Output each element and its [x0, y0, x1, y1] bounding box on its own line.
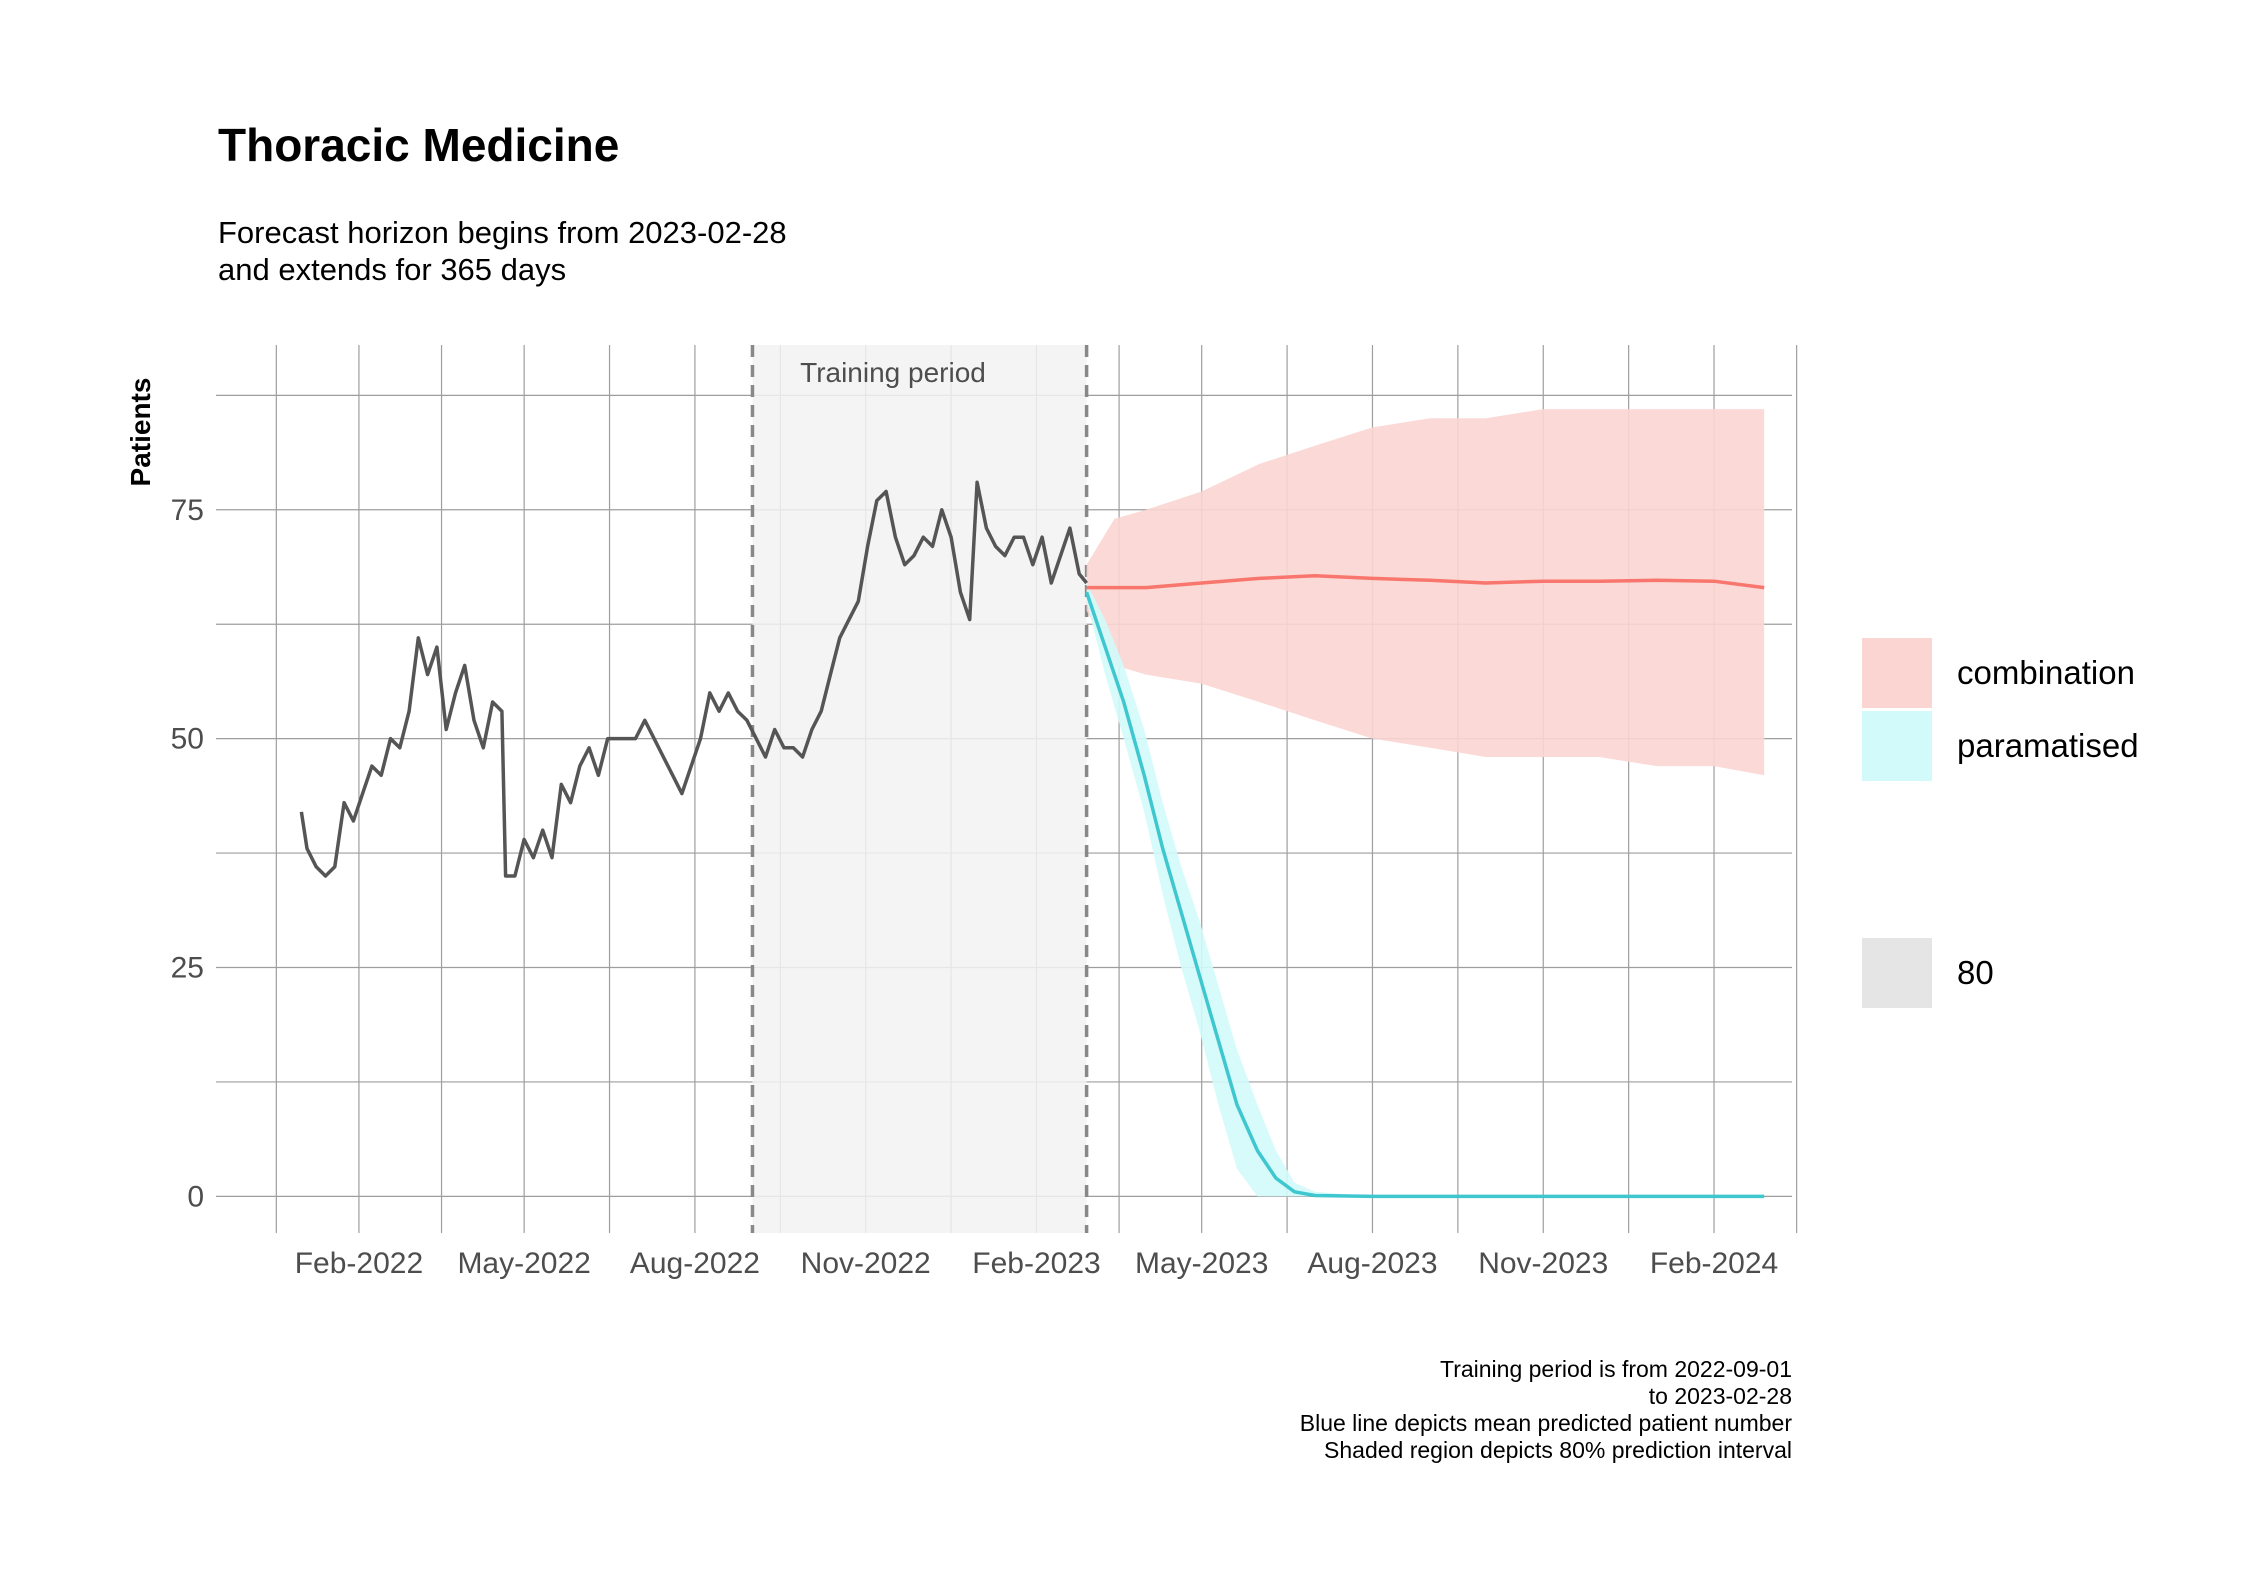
- mean-line-combination: [1086, 573, 1765, 590]
- legend-swatch: [1862, 938, 1932, 1008]
- x-tick-label: Feb-2024: [1650, 1247, 1778, 1280]
- training-period-label: Training period: [800, 357, 986, 388]
- x-tick-label: May-2022: [457, 1247, 590, 1280]
- subtitle-line: Forecast horizon begins from 2023-02-28: [218, 215, 787, 250]
- y-tick-label: 50: [171, 723, 204, 756]
- legend-item-level-80: 80: [1862, 938, 1994, 1008]
- y-tick-label: 75: [171, 494, 204, 527]
- legend-label: paramatised: [1957, 727, 2139, 764]
- axis-ticks: 0 25 50 75 Feb-2022 May-2022 Aug-2022 Nov-2022 F…: [171, 494, 1779, 1280]
- x-tick-label: Feb-2022: [295, 1247, 423, 1280]
- legend-swatch: [1862, 638, 1932, 708]
- legend-item-combination: combination: [1862, 638, 2135, 708]
- subtitle-line: and extends for 365 days: [218, 252, 567, 287]
- legend-swatch: [1862, 711, 1932, 781]
- prediction-intervals: [1086, 409, 1765, 1197]
- legend-label: 80: [1957, 954, 1994, 991]
- chart-caption: Training period is from 2022-09-01 to 20…: [1300, 1356, 1792, 1464]
- caption-line: Training period is from 2022-09-01: [1440, 1356, 1792, 1382]
- x-tick-label: Nov-2022: [801, 1247, 931, 1280]
- x-tick-label: Aug-2023: [1307, 1247, 1437, 1280]
- y-tick-label: 25: [171, 952, 204, 985]
- legend-item-paramatised: paramatised: [1862, 711, 2139, 781]
- y-axis-label: Patients: [125, 378, 156, 487]
- chart-subtitle: Forecast horizon begins from 2023-02-28 …: [218, 214, 787, 288]
- interval-combination: [1086, 409, 1765, 776]
- x-tick-label: Aug-2022: [630, 1247, 760, 1280]
- caption-line: to 2023-02-28: [1648, 1383, 1792, 1409]
- chart-title: Thoracic Medicine: [218, 119, 620, 171]
- observed-line: [299, 480, 1088, 878]
- legend-label: combination: [1957, 654, 2135, 691]
- training-period-band: [752, 345, 1087, 1233]
- x-tick-label: Feb-2023: [972, 1247, 1100, 1280]
- mean-line-paramatised: [1084, 591, 1765, 1199]
- caption-line: Shaded region depicts 80% prediction int…: [1324, 1437, 1792, 1463]
- training-period: [750, 345, 1089, 1233]
- y-tick-label: 0: [187, 1180, 204, 1213]
- caption-line: Blue line depicts mean predicted patient…: [1299, 1410, 1792, 1436]
- x-tick-label: May-2023: [1135, 1247, 1268, 1280]
- series-lines: [299, 480, 1765, 1199]
- x-tick-label: Nov-2023: [1478, 1247, 1608, 1280]
